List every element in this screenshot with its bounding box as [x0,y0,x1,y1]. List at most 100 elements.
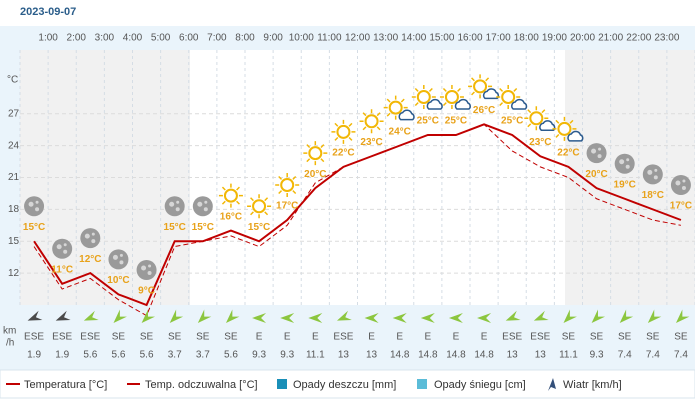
sun-ray [569,119,574,124]
moon-crater [597,154,602,159]
temperature-label: 20°C [585,169,607,180]
wind-direction: E [453,332,460,343]
temperature-label: 19°C [614,179,636,190]
sun-ray [428,87,433,92]
moon-disc [52,238,73,259]
sun-icon [247,194,272,219]
sun-ray [386,98,391,103]
wind-arrow [169,309,184,323]
sun-disc [336,124,351,139]
moon-disc [192,196,213,217]
wind-direction: E [424,332,431,343]
wind-direction: SE [112,332,126,343]
moon-crater [35,207,40,212]
wind-direction: E [396,332,403,343]
sun-ray [471,77,475,82]
wind-speed: 14.8 [474,350,494,361]
moon-crater [626,158,630,162]
temperature-label: 10°C [107,275,129,286]
sun-ray [386,112,391,117]
moon-crater [63,243,67,247]
legend-swatch [277,379,287,389]
sun-disc [501,90,516,104]
sun-icon [411,85,436,109]
sun-disc [473,79,488,94]
wind-unit: km [3,326,16,337]
legend-label: Opady deszczu [mm] [293,379,396,391]
sun-ray [376,112,381,117]
moon-crater [653,175,658,180]
temperature-label: 9°C [138,286,155,297]
y-tick-label: 27 [8,108,20,119]
temperature-label: 15°C [192,222,214,233]
moon-crater [119,260,124,265]
moon-crater [63,249,68,254]
wind-speed: 14.8 [418,350,438,361]
sun-ray [442,87,447,92]
wind-speed: 9.3 [280,350,294,361]
x-tick-label: 4:00 [123,33,143,44]
sun-ray [457,87,461,92]
moon-icon [80,228,101,249]
x-tick-label: 13:00 [373,33,398,44]
wind-arrow [448,313,463,323]
moon-icon [52,238,73,259]
moon-disc [642,164,663,185]
moon-icon [642,164,663,185]
temperature-label: 26°C [473,105,495,116]
wind-direction: SE [646,332,660,343]
moon-crater [203,207,208,212]
wind-arrow [83,310,99,321]
sun-ray [499,102,504,107]
moon-crater [28,201,34,207]
wind-arrow [252,313,267,323]
wind-speed: 1.9 [55,350,69,361]
wind-direction: SE [224,332,238,343]
x-tick-label: 17:00 [486,33,511,44]
sun-ray [306,158,311,163]
moon-crater [619,159,625,165]
temperature-line [33,123,682,317]
sun-disc [388,100,403,115]
moon-crater [681,186,686,190]
legend-box [0,369,695,399]
x-tick-label: 21:00 [598,33,623,44]
x-tick-label: 2:00 [67,33,87,44]
y-tick-label: 12 [8,268,20,279]
sun-disc [252,199,267,214]
moon-crater [91,239,96,244]
legend-label: Wiatr [km/h] [563,379,622,391]
moon-disc [80,228,101,249]
wind-speed: 7.4 [646,350,660,361]
temperature-label: 22°C [557,148,579,159]
cloud-icon [567,130,584,142]
temperature-label: 15°C [23,222,45,233]
x-tick-label: 10:00 [289,33,314,44]
wind-arrow [364,313,379,323]
wind-arrow [27,310,43,321]
moon-crater [35,200,39,204]
sun-ray [541,109,546,114]
cloud-icon [426,98,443,110]
wind-arrow [197,309,212,323]
wind-arrow [280,313,295,323]
wind-speed: 7.4 [618,350,632,361]
x-tick-label: 8:00 [235,33,255,44]
temperature-label: 25°C [501,116,523,127]
wind-speed: 1.9 [27,350,41,361]
moon-icon [670,175,691,195]
wind-speed: 11.1 [559,350,578,361]
x-tick-label: 1:00 [38,33,58,44]
sun-ray [306,144,311,148]
wind-speed: 13 [366,350,378,361]
y-axis-label: °C [7,75,18,86]
temperature-label: 23°C [360,137,382,148]
sun-disc [308,146,323,161]
wind-direction: SE [168,332,182,343]
x-tick-label: 12:00 [345,33,370,44]
wind-speed: 9.3 [252,350,266,361]
sun-ray [555,119,560,124]
wind-speed: 7.4 [674,350,688,361]
wind-direction: ESE [333,332,353,343]
